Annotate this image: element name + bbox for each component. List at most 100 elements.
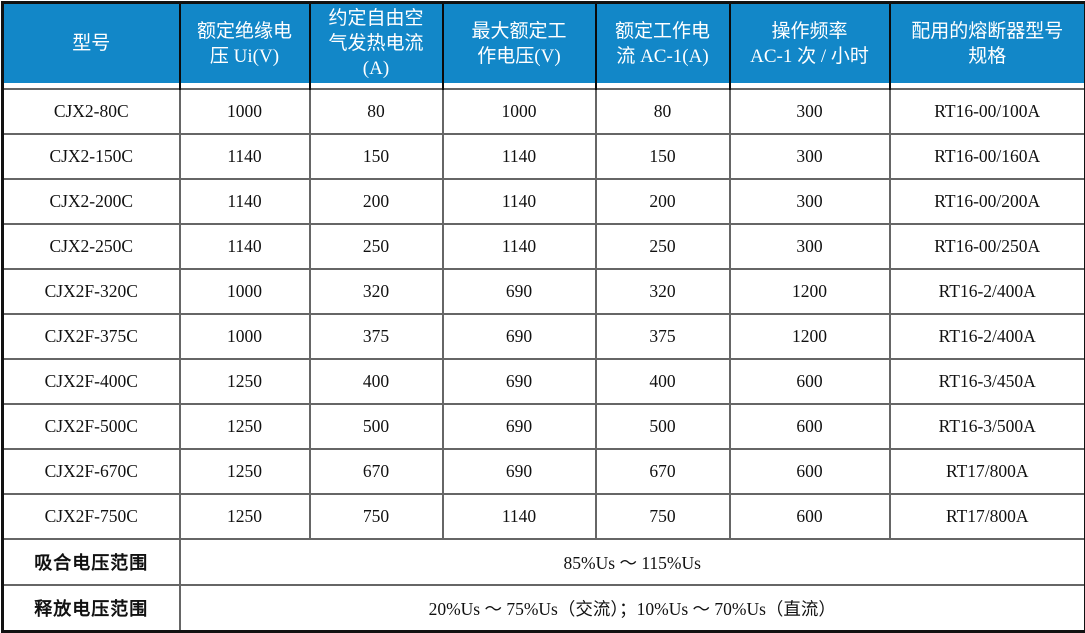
fuse-cell: RT16-3/500A <box>890 404 1085 449</box>
value-cell: 1000 <box>180 314 310 359</box>
model-cell: CJX2-80C <box>3 89 180 134</box>
header-line: 约定自由空 <box>312 6 441 31</box>
col-header-rated-working-current-ac1: 额定工作电流 AC-1(A) <box>596 3 730 84</box>
model-cell: CJX2-200C <box>3 179 180 224</box>
value-cell: 1200 <box>730 314 890 359</box>
value-cell: 690 <box>443 269 596 314</box>
header-line: AC-1 次 / 小时 <box>732 44 888 69</box>
header-line: 规格 <box>892 44 1084 69</box>
release-voltage-row: 释放电压范围 20%Us ～ 75%Us（交流）；10%Us ～ 70%Us（直… <box>3 585 1085 632</box>
value-cell: 80 <box>596 89 730 134</box>
value-cell: 320 <box>596 269 730 314</box>
header-line: 流 AC-1(A) <box>598 44 728 69</box>
value-cell: 300 <box>730 179 890 224</box>
value-cell: 400 <box>596 359 730 404</box>
pickup-voltage-label: 吸合电压范围 <box>3 539 180 585</box>
value-cell: 750 <box>596 494 730 539</box>
col-header-model: 型号 <box>3 3 180 84</box>
value-cell: 600 <box>730 449 890 494</box>
value-cell: 1140 <box>180 134 310 179</box>
value-cell: 690 <box>443 314 596 359</box>
value-cell: 1250 <box>180 449 310 494</box>
value-cell: 600 <box>730 404 890 449</box>
col-header-free-air-thermal-current: 约定自由空气发热电流(A) <box>310 3 443 84</box>
value-cell: 1000 <box>180 269 310 314</box>
value-cell: 250 <box>310 224 443 269</box>
value-cell: 320 <box>310 269 443 314</box>
value-cell: 300 <box>730 224 890 269</box>
model-cell: CJX2F-400C <box>3 359 180 404</box>
model-cell: CJX2-250C <box>3 224 180 269</box>
value-cell: 200 <box>596 179 730 224</box>
header-line: 操作频率 <box>732 19 888 44</box>
value-cell: 1250 <box>180 404 310 449</box>
header-line: 气发热电流 <box>312 31 441 56</box>
header-row: 型号 额定绝缘电压 Ui(V) 约定自由空气发热电流(A) 最大额定工作电压(V… <box>3 3 1085 84</box>
value-cell: 670 <box>310 449 443 494</box>
fuse-cell: RT17/800A <box>890 494 1085 539</box>
value-cell: 600 <box>730 494 890 539</box>
header-line: 最大额定工 <box>445 19 594 44</box>
header-line: 型号 <box>5 31 178 56</box>
fuse-cell: RT16-00/100A <box>890 89 1085 134</box>
release-voltage-label: 释放电压范围 <box>3 585 180 632</box>
value-cell: 1140 <box>180 179 310 224</box>
value-cell: 1140 <box>180 224 310 269</box>
value-cell: 1000 <box>180 89 310 134</box>
value-cell: 150 <box>596 134 730 179</box>
col-header-fuse-model: 配用的熔断器型号规格 <box>890 3 1085 84</box>
header-line: 压 Ui(V) <box>182 44 308 69</box>
fuse-cell: RT16-00/250A <box>890 224 1085 269</box>
model-cell: CJX2F-670C <box>3 449 180 494</box>
value-cell: 1000 <box>443 89 596 134</box>
value-cell: 1200 <box>730 269 890 314</box>
value-cell: 250 <box>596 224 730 269</box>
fuse-cell: RT16-3/450A <box>890 359 1085 404</box>
fuse-cell: RT16-00/160A <box>890 134 1085 179</box>
value-cell: 1140 <box>443 494 596 539</box>
value-cell: 690 <box>443 449 596 494</box>
pickup-voltage-value: 85%Us ～ 115%Us <box>180 539 1085 585</box>
fuse-cell: RT16-2/400A <box>890 269 1085 314</box>
value-cell: 400 <box>310 359 443 404</box>
fuse-cell: RT16-00/200A <box>890 179 1085 224</box>
model-cell: CJX2F-750C <box>3 494 180 539</box>
col-header-max-rated-working-voltage: 最大额定工作电压(V) <box>443 3 596 84</box>
value-cell: 500 <box>596 404 730 449</box>
col-header-rated-insulation-voltage: 额定绝缘电压 Ui(V) <box>180 3 310 84</box>
value-cell: 690 <box>443 404 596 449</box>
value-cell: 200 <box>310 179 443 224</box>
value-cell: 1140 <box>443 134 596 179</box>
value-cell: 1250 <box>180 359 310 404</box>
value-cell: 600 <box>730 359 890 404</box>
value-cell: 690 <box>443 359 596 404</box>
header-line: 配用的熔断器型号 <box>892 19 1084 44</box>
release-voltage-value: 20%Us ～ 75%Us（交流）；10%Us ～ 70%Us（直流） <box>180 585 1085 632</box>
model-cell: CJX2F-320C <box>3 269 180 314</box>
model-cell: CJX2F-500C <box>3 404 180 449</box>
value-cell: 670 <box>596 449 730 494</box>
value-cell: 300 <box>730 134 890 179</box>
value-cell: 300 <box>730 89 890 134</box>
header-line: 作电压(V) <box>445 44 594 69</box>
value-cell: 1250 <box>180 494 310 539</box>
value-cell: 1140 <box>443 179 596 224</box>
value-cell: 750 <box>310 494 443 539</box>
value-cell: 375 <box>310 314 443 359</box>
fuse-cell: RT16-2/400A <box>890 314 1085 359</box>
model-cell: CJX2F-375C <box>3 314 180 359</box>
header-line: 额定工作电 <box>598 19 728 44</box>
pickup-voltage-row: 吸合电压范围 85%Us ～ 115%Us <box>3 539 1085 585</box>
model-cell: CJX2-150C <box>3 134 180 179</box>
value-cell: 1140 <box>443 224 596 269</box>
